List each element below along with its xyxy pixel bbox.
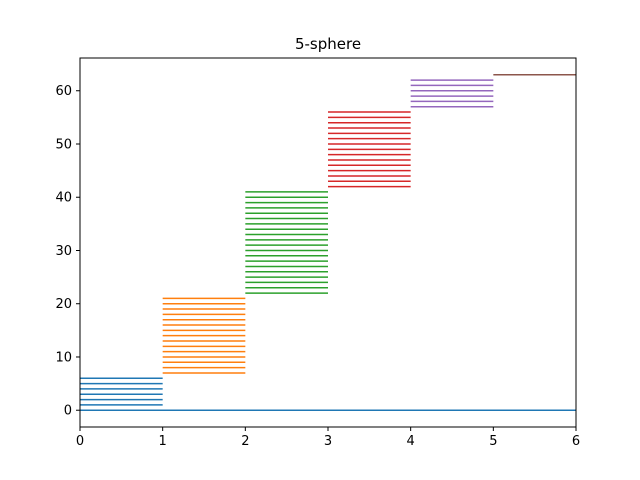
y-tick-label: 50	[55, 137, 72, 152]
y-tick-label: 30	[55, 244, 72, 259]
x-tick-label: 4	[407, 434, 415, 449]
y-tick-label: 60	[55, 84, 72, 99]
y-tick-label: 0	[64, 404, 72, 419]
y-tick-label: 10	[55, 350, 72, 365]
bars-layer	[80, 74, 576, 411]
x-tick-label: 2	[241, 434, 249, 449]
x-tick-label: 6	[572, 434, 580, 449]
y-tick-label: 20	[55, 297, 72, 312]
x-tick-label: 0	[76, 434, 84, 449]
x-tick-label: 5	[489, 434, 497, 449]
chart-title: 5-sphere	[295, 35, 361, 53]
y-tick-label: 40	[55, 191, 72, 206]
x-tick-label: 3	[324, 434, 332, 449]
x-tick-label: 1	[159, 434, 167, 449]
